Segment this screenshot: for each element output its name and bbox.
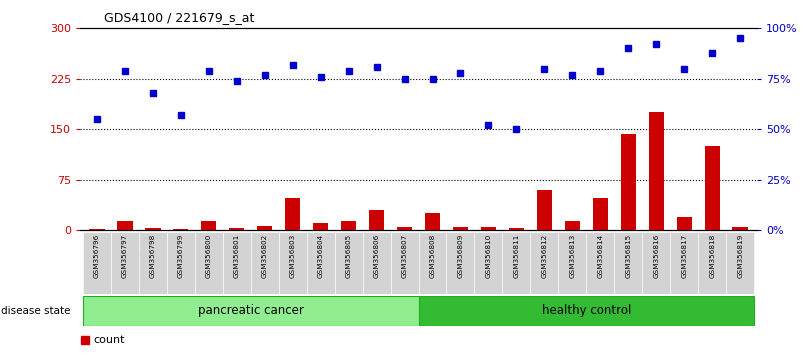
Bar	[139, 232, 167, 294]
Bar	[537, 190, 552, 230]
Text: GSM356798: GSM356798	[150, 234, 156, 278]
Text: GSM356810: GSM356810	[485, 234, 492, 278]
Text: GSM356800: GSM356800	[206, 234, 211, 278]
Bar	[341, 221, 356, 230]
Bar	[396, 227, 413, 230]
Text: GSM356808: GSM356808	[429, 234, 436, 278]
Bar	[257, 226, 272, 230]
Text: GSM356817: GSM356817	[681, 234, 687, 278]
Bar	[313, 223, 328, 230]
Bar	[586, 232, 614, 294]
Bar	[195, 232, 223, 294]
Bar	[649, 113, 664, 230]
Bar	[558, 232, 586, 294]
Bar	[223, 232, 251, 294]
Bar	[565, 221, 580, 230]
Bar	[117, 221, 132, 230]
Bar	[705, 146, 720, 230]
Bar	[201, 221, 216, 230]
Bar	[732, 227, 748, 230]
Bar	[229, 228, 244, 230]
Bar	[363, 232, 391, 294]
Bar	[167, 232, 195, 294]
Bar	[418, 232, 446, 294]
Text: GSM356815: GSM356815	[626, 234, 631, 278]
Bar	[418, 296, 755, 326]
Text: GSM356816: GSM356816	[654, 234, 659, 278]
Text: GSM356804: GSM356804	[318, 234, 324, 278]
Text: GSM356814: GSM356814	[598, 234, 603, 278]
Text: healthy control: healthy control	[541, 304, 631, 317]
Bar	[285, 199, 300, 230]
Bar	[698, 232, 727, 294]
Bar	[677, 217, 692, 230]
Bar	[621, 134, 636, 230]
Text: GDS4100 / 221679_s_at: GDS4100 / 221679_s_at	[104, 11, 255, 24]
Bar	[307, 232, 335, 294]
Text: GSM356796: GSM356796	[94, 234, 100, 278]
Bar	[111, 232, 139, 294]
Bar	[593, 198, 608, 230]
Bar	[145, 228, 160, 230]
Text: count: count	[94, 335, 125, 345]
Bar	[425, 213, 441, 230]
Text: GSM356801: GSM356801	[234, 234, 239, 278]
Bar	[530, 232, 558, 294]
Bar	[335, 232, 363, 294]
Bar	[391, 232, 418, 294]
Text: disease state: disease state	[1, 306, 70, 316]
Text: GSM356811: GSM356811	[513, 234, 519, 278]
Bar	[509, 228, 524, 230]
Text: GSM356805: GSM356805	[345, 234, 352, 278]
Text: GSM356809: GSM356809	[457, 234, 464, 278]
Bar	[614, 232, 642, 294]
Text: GSM356797: GSM356797	[122, 234, 128, 278]
Bar	[642, 232, 670, 294]
Bar	[727, 232, 755, 294]
Bar	[173, 229, 188, 230]
Bar	[251, 232, 279, 294]
Bar	[474, 232, 502, 294]
Text: GSM356807: GSM356807	[401, 234, 408, 278]
Text: GSM356803: GSM356803	[290, 234, 296, 278]
Bar	[670, 232, 698, 294]
Text: GSM356799: GSM356799	[178, 234, 183, 278]
Bar	[481, 227, 496, 230]
Bar	[369, 210, 384, 230]
Bar	[83, 296, 418, 326]
Text: GSM356806: GSM356806	[373, 234, 380, 278]
Bar	[446, 232, 474, 294]
Text: GSM356819: GSM356819	[737, 234, 743, 278]
Bar	[279, 232, 307, 294]
Bar	[83, 232, 111, 294]
Text: pancreatic cancer: pancreatic cancer	[198, 304, 304, 317]
Bar	[89, 229, 105, 230]
Text: GSM356812: GSM356812	[541, 234, 547, 278]
Text: GSM356802: GSM356802	[262, 234, 268, 278]
Bar	[453, 227, 468, 230]
Bar	[502, 232, 530, 294]
Text: GSM356818: GSM356818	[709, 234, 715, 278]
Text: GSM356813: GSM356813	[570, 234, 575, 278]
